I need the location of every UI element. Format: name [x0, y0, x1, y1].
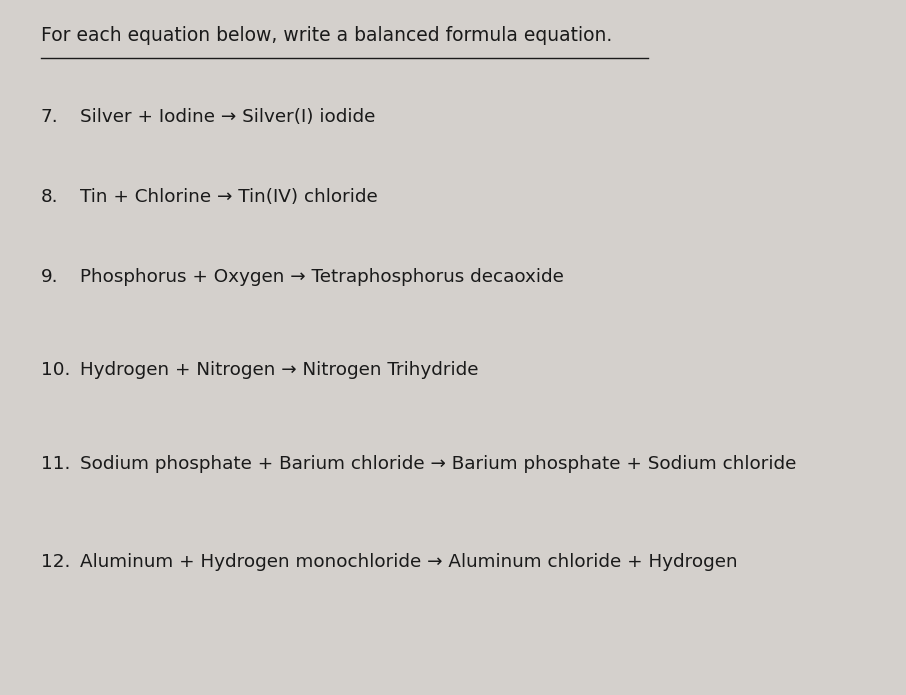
- Text: 8.: 8.: [41, 188, 58, 206]
- Text: Aluminum + Hydrogen monochloride → Aluminum chloride + Hydrogen: Aluminum + Hydrogen monochloride → Alumi…: [80, 553, 737, 571]
- Text: For each equation below, write a balanced formula equation.: For each equation below, write a balance…: [41, 26, 612, 45]
- Text: Phosphorus + Oxygen → Tetraphosphorus decaoxide: Phosphorus + Oxygen → Tetraphosphorus de…: [80, 268, 564, 286]
- Text: Silver + Iodine → Silver(I) iodide: Silver + Iodine → Silver(I) iodide: [80, 108, 375, 126]
- Text: 7.: 7.: [41, 108, 58, 126]
- Text: 12.: 12.: [41, 553, 70, 571]
- Text: Sodium phosphate + Barium chloride → Barium phosphate + Sodium chloride: Sodium phosphate + Barium chloride → Bar…: [80, 455, 796, 473]
- Text: 9.: 9.: [41, 268, 58, 286]
- Text: Tin + Chlorine → Tin(IV) chloride: Tin + Chlorine → Tin(IV) chloride: [80, 188, 378, 206]
- Text: 11.: 11.: [41, 455, 70, 473]
- Text: Hydrogen + Nitrogen → Nitrogen Trihydride: Hydrogen + Nitrogen → Nitrogen Trihydrid…: [80, 361, 478, 379]
- Text: 10.: 10.: [41, 361, 70, 379]
